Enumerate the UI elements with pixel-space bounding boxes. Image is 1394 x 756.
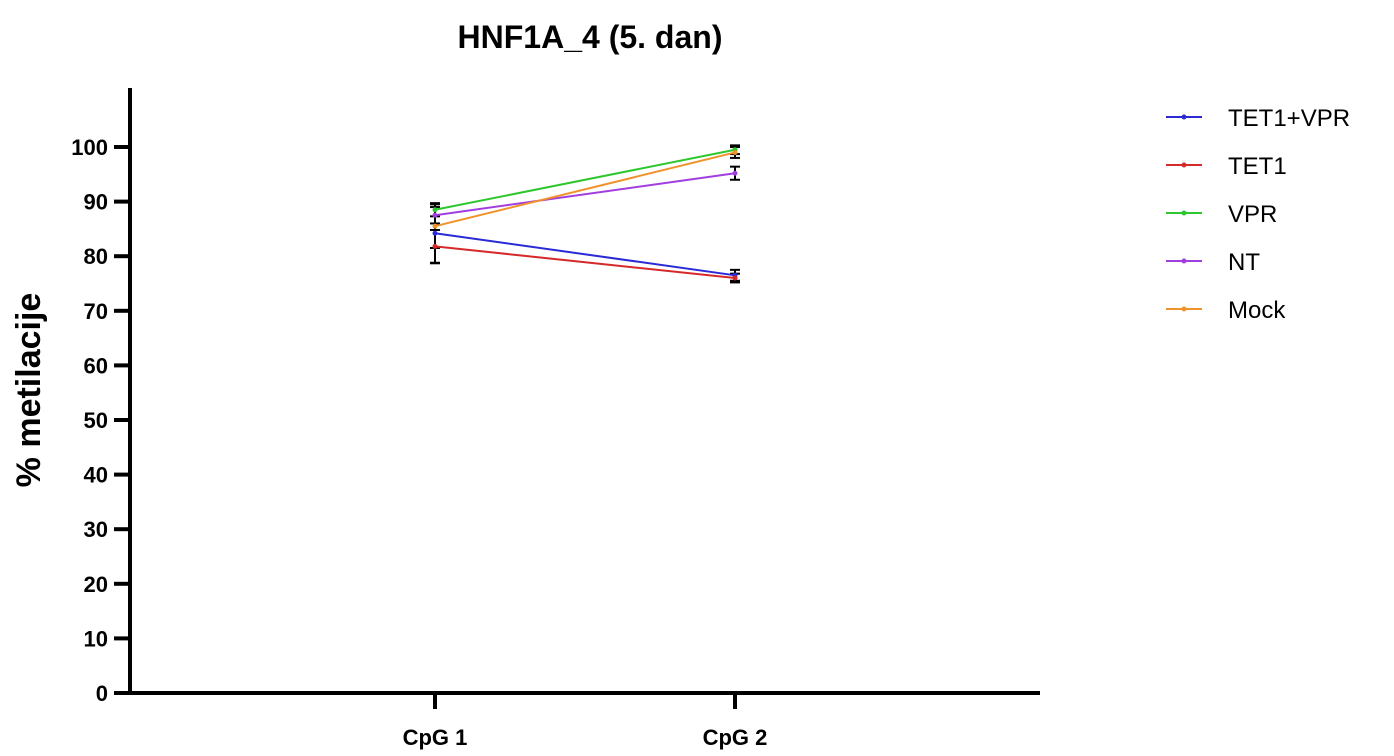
legend-label: VPR	[1228, 201, 1277, 228]
data-point	[432, 230, 438, 236]
chart-title: HNF1A_4 (5. dan)	[458, 19, 723, 55]
x-tick-label: CpG 2	[703, 725, 768, 750]
series-line-vpr	[434, 148, 736, 211]
legend-marker	[1181, 114, 1187, 120]
legend-marker	[1181, 306, 1187, 312]
x-tick-label: CpG 1	[403, 725, 468, 750]
legend-label: NT	[1228, 249, 1260, 276]
data-point	[432, 223, 438, 229]
legend-label: TET1	[1228, 153, 1287, 180]
axes: 0 10 20 30 40 50 60 70 80 90 100 CpG 1 CpG 2	[71, 88, 1040, 750]
y-tick-label: 90	[84, 190, 108, 215]
legend-marker	[1181, 162, 1187, 168]
series-lines	[432, 147, 738, 281]
y-tick-label: 50	[84, 408, 108, 433]
data-point	[732, 149, 738, 155]
series-line-mock	[434, 151, 736, 228]
data-point	[432, 212, 438, 218]
y-tick-label: 80	[84, 244, 108, 269]
y-tick-label: 20	[84, 572, 108, 597]
y-tick-label: 30	[84, 517, 108, 542]
series-line-tet1-vpr	[434, 232, 736, 277]
y-tick-label: 60	[84, 353, 108, 378]
data-point	[432, 243, 438, 249]
y-tick-label: 10	[84, 626, 108, 651]
legend-label: TET1+VPR	[1228, 105, 1350, 132]
y-tick-label: 70	[84, 299, 108, 324]
legend-label: Mock	[1228, 297, 1286, 324]
y-axis-label: % metilacije	[10, 293, 48, 488]
y-tick-label: 0	[96, 681, 108, 706]
data-point	[432, 207, 438, 213]
y-tick-label: 40	[84, 463, 108, 488]
data-point	[732, 170, 738, 176]
series-line-nt	[434, 172, 736, 217]
data-point	[732, 275, 738, 281]
y-tick-label: 100	[71, 135, 108, 160]
legend: TET1+VPR TET1 VPR NT Mock	[1166, 105, 1350, 324]
legend-marker	[1181, 210, 1187, 216]
series-line-tet1	[434, 245, 736, 280]
legend-marker	[1181, 258, 1187, 264]
